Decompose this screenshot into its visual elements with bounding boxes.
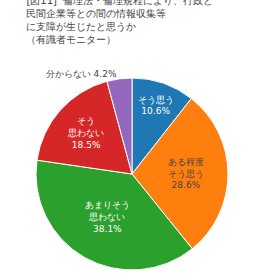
- svg-text:[図11] 倫理法・倫理規程により、行政と民間企業等との間: [図11] 倫理法・倫理規程により、行政と民間企業等との間の情報収集等に支障が生…: [26, 0, 213, 45]
- svg-text:ある程度そう思う28.6%: ある程度そう思う28.6%: [168, 157, 204, 190]
- svg-text:そう思う10.6%: そう思う10.6%: [138, 95, 174, 117]
- svg-text:そう思わない18.5%: そう思わない18.5%: [67, 116, 104, 149]
- svg-text:分からない 4.2%: 分からない 4.2%: [46, 69, 117, 79]
- svg-text:あまりそう思わない38.1%: あまりそう思わない38.1%: [85, 200, 130, 233]
